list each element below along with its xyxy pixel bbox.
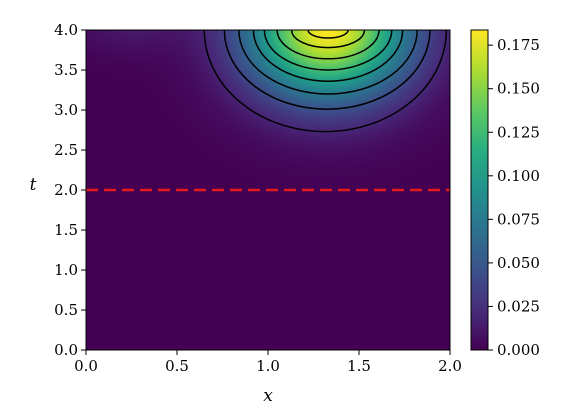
contour-line	[238, 30, 418, 95]
x-tick-label: 0.5	[165, 357, 189, 375]
contour-line	[307, 30, 349, 39]
colorbar-tick-label: 0.050	[497, 254, 540, 272]
heatmap-area	[86, 30, 450, 350]
colorbar-tick-label: 0.100	[497, 167, 540, 185]
y-tick-label: 4.0	[54, 21, 78, 39]
contour-line	[263, 30, 393, 71]
x-axis: 0.0 0.5 1.0 1.5 2.0	[74, 350, 462, 375]
y-tick-label: 0.5	[54, 301, 78, 319]
y-tick-label: 1.5	[54, 221, 78, 239]
colorbar-tick-label: 0.125	[497, 123, 540, 141]
contour-line	[203, 30, 448, 133]
contour-line	[290, 30, 366, 49]
y-axis-label: t	[30, 175, 37, 195]
y-tick-label: 1.0	[54, 261, 78, 279]
colorbar-tick-label: 0.075	[497, 210, 540, 228]
x-tick-label: 2.0	[438, 357, 462, 375]
colorbar-tick-label: 0.175	[497, 36, 540, 54]
colorbar-tick-label: 0.150	[497, 80, 540, 98]
colorbar-tick-label: 0.025	[497, 297, 540, 315]
y-tick-label: 0.0	[54, 341, 78, 359]
x-tick-label: 1.0	[256, 357, 280, 375]
x-tick-label: 0.0	[74, 357, 98, 375]
contour-lines	[203, 30, 448, 133]
colorbar-tick-label: 0.000	[497, 341, 540, 359]
y-axis: 0.0 0.5 1.0 1.5 2.0 2.5 3.0 3.5 4.0	[54, 21, 86, 359]
colorbar	[470, 29, 489, 351]
y-tick-label: 3.0	[54, 101, 78, 119]
x-axis-label: x	[263, 386, 273, 406]
colorbar-axis: 0.000 0.025 0.050 0.075 0.100 0.125 0.150 0.175	[488, 36, 540, 359]
x-tick-label: 1.5	[347, 357, 371, 375]
y-tick-label: 2.5	[54, 141, 78, 159]
contour-line	[252, 30, 404, 82]
y-tick-label: 3.5	[54, 61, 78, 79]
contour-line	[223, 30, 431, 110]
y-tick-label: 2.0	[54, 181, 78, 199]
contour-line	[276, 30, 380, 60]
